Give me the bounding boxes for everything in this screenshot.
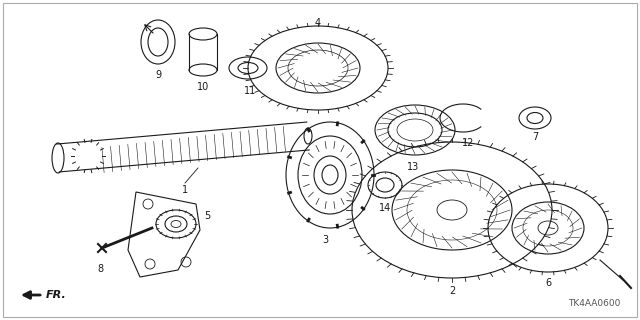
Text: FR.: FR. [46,290,67,300]
Text: 14: 14 [379,203,391,213]
Text: 12: 12 [462,138,474,148]
Text: 11: 11 [244,86,256,96]
Text: 10: 10 [197,82,209,92]
Text: 1: 1 [182,185,188,195]
Text: 5: 5 [204,211,211,221]
Text: 13: 13 [407,162,419,172]
Text: 6: 6 [545,278,551,288]
Text: 2: 2 [449,286,455,296]
Text: 4: 4 [315,18,321,28]
Text: 7: 7 [532,132,538,142]
Text: TK4AA0600: TK4AA0600 [568,299,620,308]
Text: 3: 3 [322,235,328,245]
Text: 9: 9 [155,70,161,80]
Text: 8: 8 [97,264,103,274]
